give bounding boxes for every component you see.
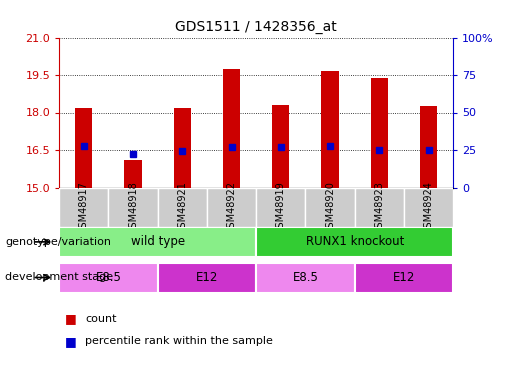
Text: GSM48924: GSM48924 (423, 181, 434, 234)
Bar (59, 188, 109, 227)
Bar (371, 78, 388, 188)
Text: genotype/variation: genotype/variation (5, 237, 111, 247)
Text: GSM48921: GSM48921 (177, 181, 187, 234)
Bar (305, 188, 355, 227)
Bar (256, 188, 305, 227)
Text: development stage: development stage (5, 273, 113, 282)
Bar (223, 69, 240, 188)
Text: E8.5: E8.5 (96, 271, 122, 284)
Bar (355, 262, 453, 292)
Text: E12: E12 (393, 271, 415, 284)
Bar (158, 188, 207, 227)
Text: E8.5: E8.5 (293, 271, 318, 284)
Bar (75, 108, 93, 188)
Bar (420, 106, 437, 188)
Bar (59, 262, 158, 292)
Bar (256, 262, 355, 292)
Bar (256, 227, 453, 257)
Text: ■: ■ (64, 312, 76, 325)
Title: GDS1511 / 1428356_at: GDS1511 / 1428356_at (175, 20, 337, 34)
Text: GSM48919: GSM48919 (276, 181, 286, 234)
Text: RUNX1 knockout: RUNX1 knockout (305, 236, 404, 248)
Text: GSM48923: GSM48923 (374, 181, 384, 234)
Text: GSM48917: GSM48917 (79, 181, 89, 234)
Text: wild type: wild type (131, 236, 185, 248)
Bar (158, 262, 256, 292)
Bar (125, 160, 142, 188)
Text: ■: ■ (64, 335, 76, 348)
Bar (59, 227, 256, 257)
Text: GSM48918: GSM48918 (128, 181, 138, 234)
Text: percentile rank within the sample: percentile rank within the sample (85, 336, 273, 346)
Bar (404, 188, 453, 227)
Bar (109, 188, 158, 227)
Bar (174, 108, 191, 188)
Text: count: count (85, 314, 116, 324)
Bar (321, 71, 339, 188)
Text: E12: E12 (196, 271, 218, 284)
Bar (207, 188, 256, 227)
Text: GSM48920: GSM48920 (325, 181, 335, 234)
Text: GSM48922: GSM48922 (227, 181, 236, 234)
Bar (355, 188, 404, 227)
Bar (272, 105, 289, 188)
